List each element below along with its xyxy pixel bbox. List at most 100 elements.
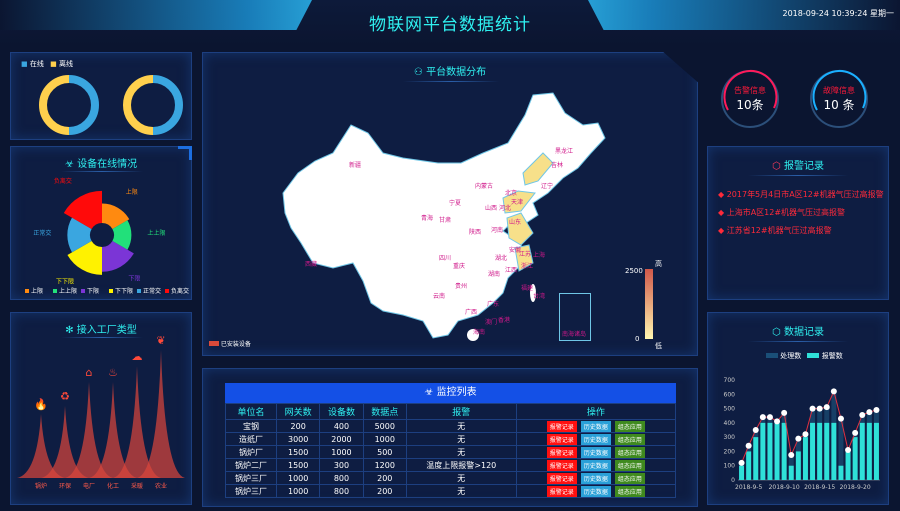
data-records-title: ⬡ 数据记录 [772,327,824,338]
history-data-button[interactable]: 历史数据 [580,485,611,497]
config-app-button[interactable]: 组态应用 [614,433,645,445]
scale-max: 2500 [625,267,643,275]
bar-alarm [739,465,745,480]
legend-label: 下限 [87,287,99,295]
bar-alarm [852,437,858,480]
alarm-records-button[interactable]: 报警记录 [546,459,577,471]
legend-swatch [81,289,85,293]
alarm-record-item[interactable]: ◆ 2017年5月4日市A区12#机器气压过高报警 [718,190,884,199]
fault-counter[interactable]: 故障信息 10 条 [823,86,855,112]
leaf-icon: ❦ [156,334,165,347]
alarm-hex-icon: ⬡ [772,161,781,172]
history-data-button[interactable]: 历史数据 [580,472,611,484]
legend-offline: 离线 [58,60,73,68]
scale-low-label: 低 [655,342,662,350]
history-data-button[interactable]: 历史数据 [580,433,611,445]
config-app-button[interactable]: 组态应用 [614,420,645,432]
alarm-records-panel: ⬡ 报警记录 ◆ 2017年5月4日市A区12#机器气压过高报警 ◆ 上海市A区… [707,146,889,300]
table-row: 宝钢 200 400 5000 无报警记录 历史数据 组态应用 [224,419,677,433]
table-cell: 1000 [276,471,321,485]
monitor-title: ☣ 监控列表 [225,383,676,403]
map-title: ⚇ 平台数据分布 [413,67,487,78]
table-cell: 500 [362,445,407,459]
actions-cell: 报警记录 历史数据 组态应用 [515,432,677,446]
bar-alarm [760,422,766,480]
config-app-button[interactable]: 组态应用 [614,446,645,458]
peak-1 [41,406,89,478]
config-app-button[interactable]: 组态应用 [614,472,645,484]
legend-swatch [109,289,113,293]
china-map[interactable] [203,53,699,357]
peak-3 [89,382,137,478]
table-cell: 无 [405,432,517,446]
x-tick: 2018-9-20 [840,484,871,491]
scale-high-label: 高 [655,260,662,268]
province-jiangsu [506,212,534,246]
counters [721,69,868,128]
table-cell: 1200 [362,458,407,472]
line-point [837,415,844,422]
line-point [809,405,816,412]
table-cell: 5000 [362,419,407,433]
table-cell: 2000 [319,432,364,446]
map-legend[interactable]: 已安装设备 [209,339,251,348]
bar-alarm [767,422,773,480]
column-header: 设备数 [319,403,364,420]
bar-alarm [831,422,837,480]
actions-cell: 报警记录 历史数据 组态应用 [515,471,677,485]
line-point [830,388,837,395]
chemical-icon: ♨ [108,366,118,379]
donut1-online [68,75,99,135]
actions-cell: 报警记录 历史数据 组态应用 [515,419,677,433]
rose-label: 上限 [126,188,138,196]
config-app-button[interactable]: 组态应用 [614,459,645,471]
legend-swatch [137,289,141,293]
bar-alarm [873,422,879,480]
bar-alarm [824,422,830,480]
alarm-records-button[interactable]: 报警记录 [546,472,577,484]
rose-label: 上上限 [147,229,165,237]
alarm-records-button[interactable]: 报警记录 [546,485,577,497]
alarm-records-button[interactable]: 报警记录 [546,433,577,445]
bar-alarm [866,422,872,480]
y-tick: 700 [724,377,736,384]
alarm-records-button[interactable]: 报警记录 [546,446,577,458]
peak-chart: 🔥 锅炉 ♻ 环保 ⌂ 电厂 ♨ 化工 ☁ 采暖 ❦ 农业 [17,334,185,490]
history-data-button[interactable]: 历史数据 [580,459,611,471]
alarm-records-button[interactable]: 报警记录 [546,420,577,432]
legend-label: 上上限 [59,287,77,295]
table-cell: 温度上限报警>120 [405,458,517,472]
visual-map-scale[interactable] [645,269,653,339]
legend-swatch [165,289,169,293]
rose-slice-5 [63,190,102,229]
bar-handled [838,418,844,480]
monitor-panel: ☣ 监控列表 单位名 网关数 设备数 数据点 报警 操作 宝钢 200 400 5000 无报警记… [202,368,698,507]
table-cell: 宝钢 [224,419,278,433]
china-outline [282,92,606,339]
factory-icon: ⌂ [86,366,93,379]
alarm-counter[interactable]: 告警信息 10条 [734,86,766,112]
table-cell: 3000 [276,432,321,446]
peak-0 [17,414,65,478]
monitor-table: 单位名 网关数 设备数 数据点 报警 操作 宝钢 200 400 5000 无报警记录 历史数据 组态… [224,403,677,498]
data-records-panel: ⬡ 数据记录 处理数 报警数 0 100 200 300 400 500 600 700 201… [707,312,889,505]
peak-label: 锅炉 [35,482,47,490]
table-cell: 400 [319,419,364,433]
clock-hex-icon: ⬡ [772,327,781,338]
datetime: 2018-09-24 10:39:24 星期一 [782,9,894,18]
history-data-button[interactable]: 历史数据 [580,420,611,432]
rose-label: 正常交 [33,229,51,237]
y-tick: 400 [724,420,736,427]
alarm-record-item[interactable]: ◆ 江苏省12#机器气压过高报警 [718,226,832,235]
table-cell: 无 [405,484,517,498]
config-app-button[interactable]: 组态应用 [614,485,645,497]
x-tick: 2018-9-5 [735,484,762,491]
monitor-table-wrap: ☣ 监控列表 单位名 网关数 设备数 数据点 报警 操作 宝钢 200 400 5000 无报警记… [224,383,677,498]
peak-4 [113,366,161,478]
peak-label: 环保 [59,482,71,490]
donut-charts [39,75,183,135]
bar-alarm [817,422,823,480]
alarm-record-item[interactable]: ◆ 上海市A区12#机器气压过高报警 [718,208,846,217]
history-data-button[interactable]: 历史数据 [580,446,611,458]
x-tick: 2018-9-15 [804,484,835,491]
